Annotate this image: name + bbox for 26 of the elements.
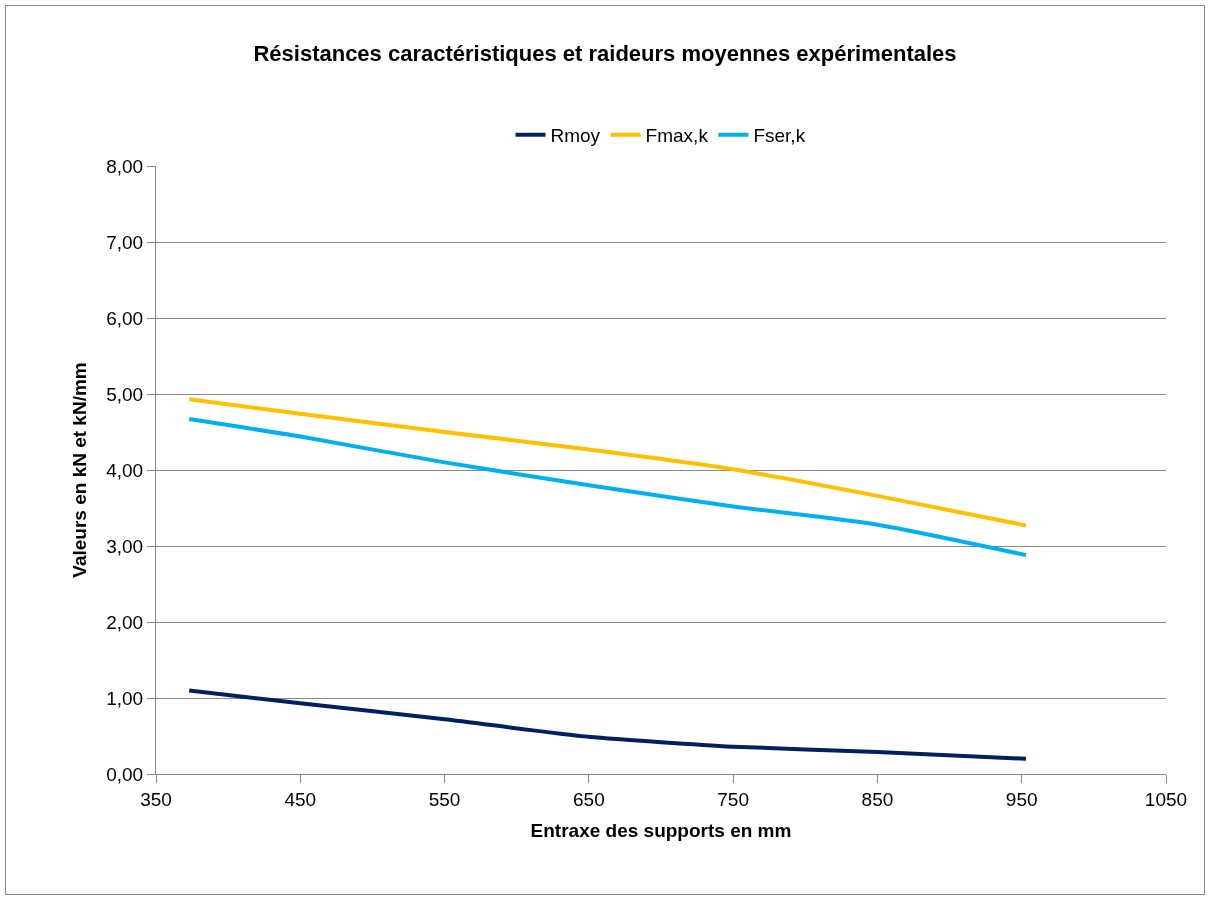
x-tick-label: 1050 [1144, 788, 1188, 810]
x-tick-label: 350 [140, 788, 172, 810]
legend-label: Fmax,k [645, 125, 709, 147]
y-tick-label: 3,00 [106, 535, 144, 557]
legend-label: Fser,k [753, 125, 806, 147]
chart-title: Résistances caractéristiques et raideurs moyennes expérimentales [253, 41, 957, 67]
line-series [187, 688, 1029, 761]
y-tick-label: 5,00 [106, 383, 144, 405]
x-tick-label: 650 [573, 788, 605, 810]
x-axis-title: Entraxe des supports en mm [530, 819, 792, 841]
y-tick-label: 1,00 [106, 687, 144, 709]
x-tick-label: 550 [428, 788, 461, 810]
y-tick-label: 6,00 [106, 307, 144, 329]
x-tick-label: 750 [717, 788, 749, 810]
legend-label: Rmoy [550, 125, 601, 147]
y-tick-label: 0,00 [106, 763, 144, 785]
x-tick-label: 850 [861, 788, 894, 810]
y-tick-label: 4,00 [106, 459, 144, 481]
y-axis-title: Valeurs en kN et kN/mm [69, 362, 91, 578]
x-tick-label: 450 [284, 788, 317, 810]
line-series [187, 417, 1029, 558]
line-series [187, 397, 1029, 528]
y-tick-label: 2,00 [106, 611, 144, 633]
x-tick-label: 950 [1005, 788, 1038, 810]
y-tick-label: 7,00 [106, 231, 144, 253]
y-tick-label: 8,00 [106, 155, 144, 177]
